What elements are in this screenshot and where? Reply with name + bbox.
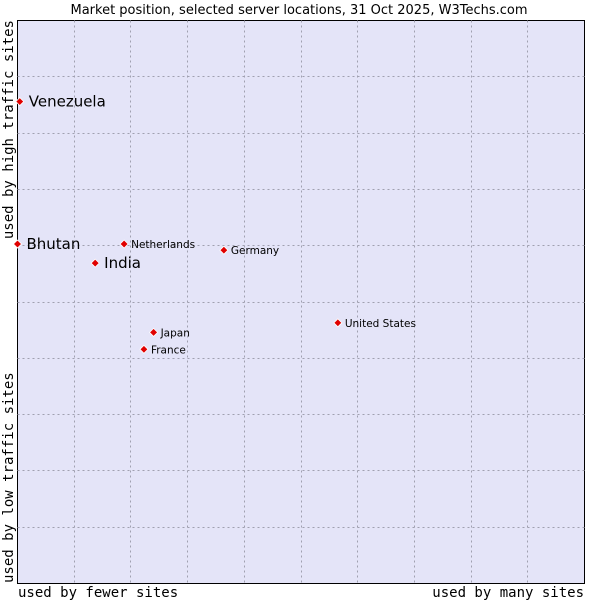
point-label: United States [345,318,416,330]
data-point-france: France [139,344,186,356]
chart-title: Market position, selected server locatio… [70,3,527,18]
x-axis-label-low: used by fewer sites [18,585,178,600]
grid-lines [17,20,585,584]
point-marker [219,245,229,255]
data-point-netherlands: Netherlands [119,239,195,251]
point-marker [333,318,343,328]
point-marker [12,239,23,249]
data-point-united-states: United States [333,318,416,330]
data-point-germany: Germany [219,245,279,257]
y-axis-label-high: used by high traffic sites [1,20,17,239]
data-point-india: India [90,254,141,272]
point-label: Germany [231,245,279,257]
data-point-bhutan: Bhutan [12,235,81,253]
point-label: France [151,344,186,356]
point-marker [119,239,129,249]
point-label: India [104,254,141,272]
data-points: Venezuela Bhutan India Netherlands Germany Un… [12,93,416,356]
point-label: Bhutan [27,235,81,253]
point-marker [149,327,159,337]
x-axis-label-high: used by many sites [432,585,584,600]
data-point-japan: Japan [149,327,190,339]
data-point-venezuela: Venezuela [15,93,106,111]
point-label: Netherlands [131,239,195,251]
point-label: Venezuela [29,93,106,111]
point-label: Japan [160,327,190,339]
point-marker [139,344,149,354]
point-marker [90,258,100,268]
point-marker [15,97,25,107]
y-axis-label-low: used by low traffic sites [1,372,17,583]
